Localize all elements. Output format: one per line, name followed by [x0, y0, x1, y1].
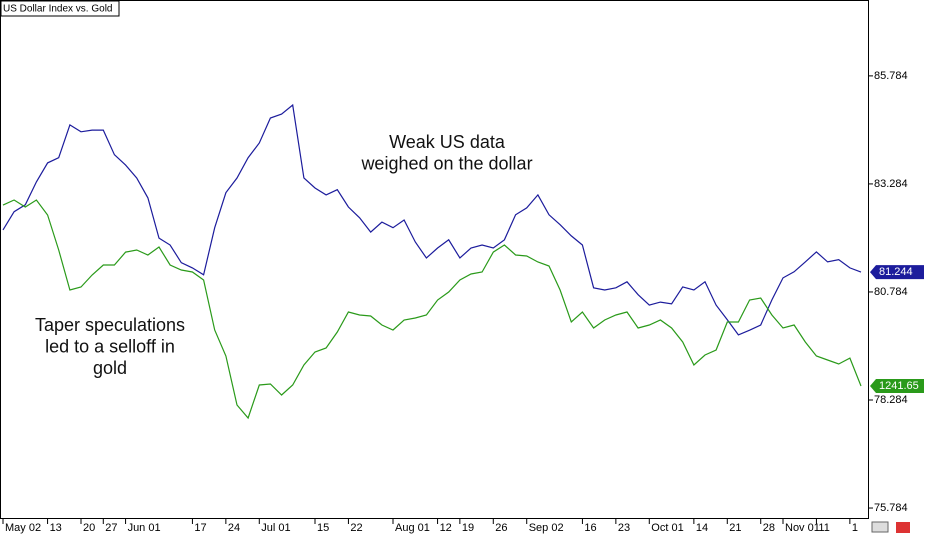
- x-tick-label: 22: [350, 522, 362, 534]
- last-value-tag: [870, 379, 924, 394]
- x-tick-label: Jun 01: [128, 522, 161, 534]
- x-tick-label: Aug 01: [395, 522, 430, 534]
- x-tick-label: Nov 01: [785, 522, 820, 534]
- x-tick-label: 15: [317, 522, 329, 534]
- x-tick-label: 19: [462, 522, 474, 534]
- annotation: weighed on the dollar: [360, 153, 532, 173]
- x-tick-label: 20: [83, 522, 95, 534]
- plot-frame: [0, 0, 869, 519]
- y-tick-label: 75.784: [874, 502, 908, 514]
- x-tick-label: 24: [228, 522, 240, 534]
- annotation: led to a selloff in: [45, 336, 175, 356]
- x-tick-label: May 02: [5, 522, 41, 534]
- series-line: [2, 103, 862, 336]
- y-tick-label: 85.784: [874, 70, 908, 82]
- x-tick-label: Oct 01: [651, 522, 683, 534]
- close-icon[interactable]: [896, 522, 910, 533]
- title-box: [0, 0, 120, 17]
- x-tick-label: 13: [50, 522, 62, 534]
- chart-title: US Dollar Index vs. Gold: [3, 4, 113, 15]
- x-tick-label: 23: [618, 522, 630, 534]
- x-tick-label: 26: [495, 522, 507, 534]
- x-tick-label: 12: [440, 522, 452, 534]
- x-tick-label: 28: [763, 522, 775, 534]
- x-tick-label: 27: [105, 522, 117, 534]
- scroll-icon[interactable]: [871, 521, 889, 533]
- x-tick-label: 14: [696, 522, 708, 534]
- last-value-tag: [870, 265, 924, 280]
- x-tick-label: Jul 01: [261, 522, 290, 534]
- annotation: Taper speculations: [35, 315, 185, 335]
- series-line: [2, 199, 862, 420]
- annotation: Weak US data: [389, 132, 506, 152]
- y-tick-label: 78.284: [874, 394, 908, 406]
- x-tick-label: 17: [194, 522, 206, 534]
- x-tick-label: 16: [584, 522, 596, 534]
- y-tick-label: 80.784: [874, 286, 908, 298]
- y-tick-label: 83.284: [874, 178, 908, 190]
- last-value-label: 1241.65: [879, 380, 919, 392]
- last-value-label: 81.244: [879, 266, 913, 278]
- x-tick-label: 21: [729, 522, 741, 534]
- annotation: gold: [93, 358, 127, 378]
- x-tick-label: 1: [852, 522, 858, 534]
- x-tick-label: 11: [818, 522, 829, 534]
- x-tick-label: Sep 02: [529, 522, 564, 534]
